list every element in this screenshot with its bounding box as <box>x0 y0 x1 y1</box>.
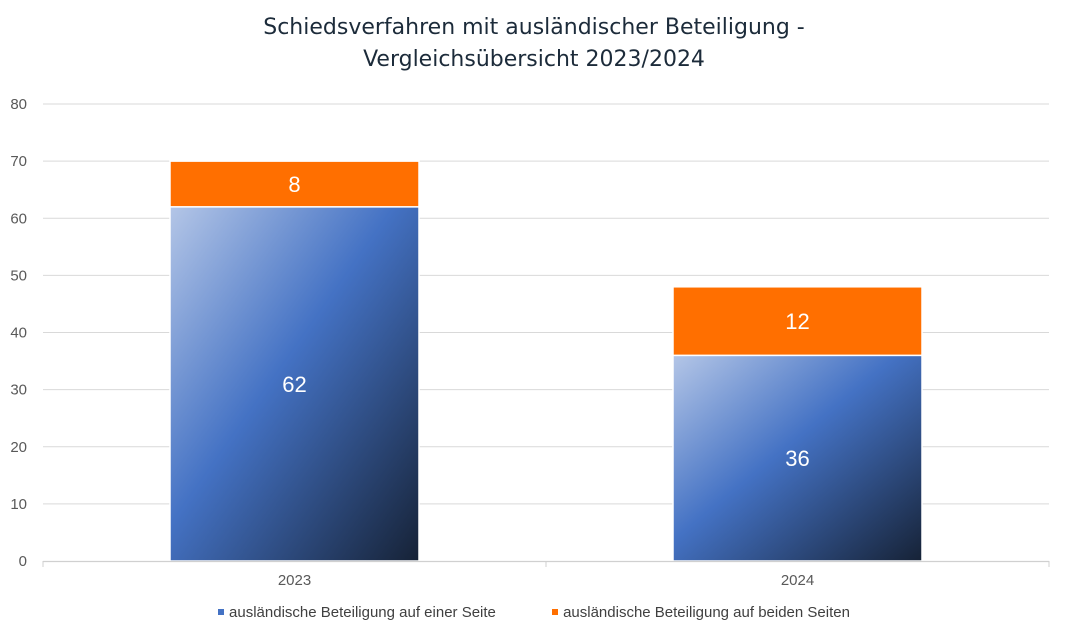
bar-segment-one-side <box>672 354 923 562</box>
chart-title-line-2: Vergleichsübersicht 2023/2024 <box>363 47 705 72</box>
legend-label: ausländische Beteiligung auf einer Seite <box>229 604 496 621</box>
data-label: 62 <box>282 372 306 397</box>
y-tick-label: 60 <box>10 210 27 227</box>
y-tick-label: 20 <box>10 439 27 456</box>
data-label: 8 <box>288 172 300 197</box>
bars: 62 8 36 12 <box>169 160 923 562</box>
data-label: 36 <box>785 446 809 471</box>
legend-item-one-side: ausländische Beteiligung auf einer Seite <box>218 604 496 621</box>
legend: ausländische Beteiligung auf einer Seite… <box>0 604 1068 621</box>
y-tick-label: 40 <box>10 325 27 342</box>
bar-segment-both-sides <box>672 286 923 357</box>
y-tick-label: 10 <box>10 496 27 513</box>
legend-swatch-blue <box>218 609 225 616</box>
chart-title: Schiedsverfahren mit ausländischer Betei… <box>0 12 1068 76</box>
bar-segment-one-side <box>169 206 420 562</box>
bar-segment-both-sides <box>169 160 420 208</box>
data-label: 12 <box>785 309 809 334</box>
y-tick-label: 30 <box>10 382 27 399</box>
legend-swatch-orange <box>552 609 559 616</box>
legend-label: ausländische Beteiligung auf beiden Seit… <box>563 604 850 621</box>
x-axis: 2023 2024 <box>42 560 1050 589</box>
y-tick-label: 70 <box>10 153 27 170</box>
y-tick-label: 50 <box>10 267 27 284</box>
y-tick-label: 80 <box>10 96 27 113</box>
y-axis-ticks: 0 10 20 30 40 50 60 70 80 <box>10 96 27 570</box>
legend-item-both-sides: ausländische Beteiligung auf beiden Seit… <box>552 604 850 621</box>
x-tick-label: 2024 <box>781 572 814 589</box>
x-tick-label: 2023 <box>278 572 311 589</box>
chart-title-line-1: Schiedsverfahren mit ausländischer Betei… <box>263 15 805 40</box>
y-tick-label: 0 <box>19 553 27 570</box>
